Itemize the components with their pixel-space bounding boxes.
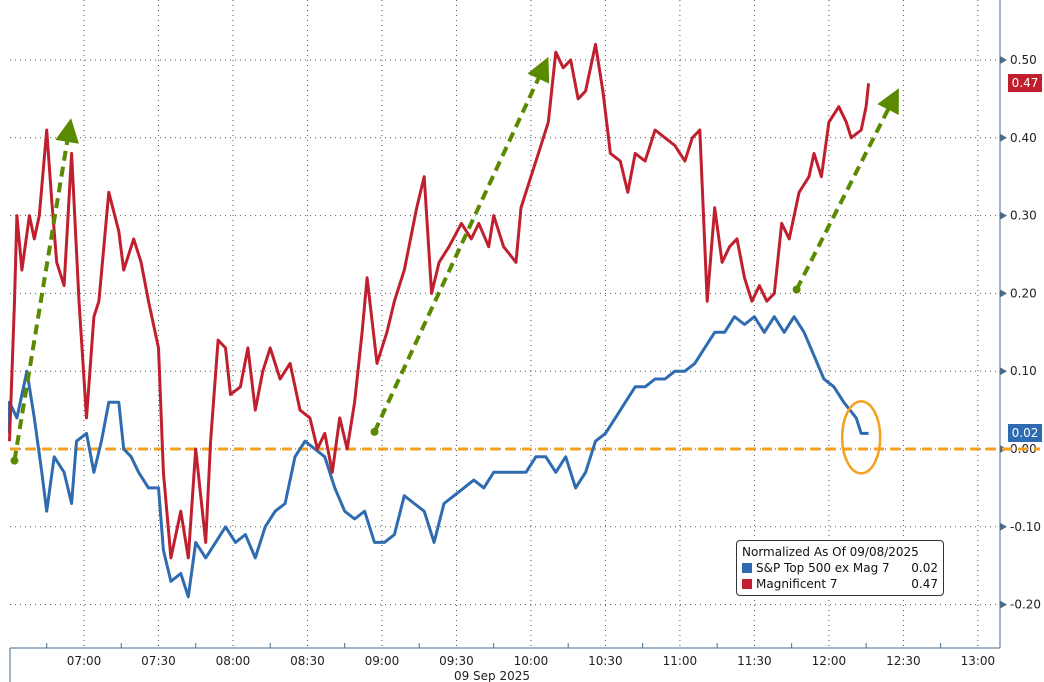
- y-tick-mark: [1000, 289, 1007, 298]
- trend-arrow-start: [792, 285, 801, 294]
- x-tick-label: 11:30: [737, 654, 772, 668]
- trend-arrow-start: [10, 456, 19, 465]
- x-tick-label: 10:00: [514, 654, 549, 668]
- trend-arrow: [372, 56, 550, 433]
- y-tick-label: 0.30: [1010, 209, 1037, 223]
- legend-value: 0.47: [911, 577, 938, 591]
- series-line-sp500: [8, 315, 869, 599]
- x-tick-label: 07:00: [67, 654, 102, 668]
- x-tick-label: 09:00: [365, 654, 400, 668]
- y-tick-label: 0.40: [1010, 131, 1037, 145]
- x-axis-label: 09 Sep 2025: [454, 669, 530, 682]
- series-line-mag7: [8, 42, 871, 560]
- legend-item-sp500: S&P Top 500 ex Mag 7 0.02: [742, 560, 938, 576]
- last-value-tag-mag7: 0.47: [1008, 74, 1042, 93]
- x-tick-label: 13:00: [961, 654, 996, 668]
- y-tick-mark: [1000, 56, 1007, 64]
- trend-arrow: [794, 88, 899, 291]
- y-tick-label: -0.10: [1010, 520, 1041, 534]
- y-tick-mark: [1000, 133, 1007, 142]
- trend-arrow: [12, 118, 79, 461]
- y-tick-mark: [1000, 600, 1007, 609]
- y-tick-label: 0.20: [1010, 286, 1037, 300]
- legend-swatch-red: [742, 579, 752, 589]
- y-tick-mark: [1000, 367, 1007, 376]
- y-tick-label: 0.50: [1010, 53, 1037, 67]
- legend: Normalized As Of 09/08/2025 S&P Top 500 …: [736, 540, 944, 596]
- legend-item-mag7: Magnificent 7 0.47: [742, 576, 938, 592]
- y-tick-label: -0.20: [1010, 598, 1041, 612]
- x-tick-label: 12:30: [886, 654, 921, 668]
- y-tick-mark: [1000, 211, 1007, 220]
- x-tick-label: 09:30: [439, 654, 474, 668]
- x-tick-label: 10:30: [588, 654, 623, 668]
- x-tick-label: 12:00: [812, 654, 847, 668]
- legend-title: Normalized As Of 09/08/2025: [742, 545, 919, 559]
- legend-value: 0.02: [911, 561, 938, 575]
- trend-arrow-start: [370, 427, 379, 436]
- highlight-ellipse: [840, 400, 882, 475]
- legend-label: Magnificent 7: [756, 577, 838, 591]
- legend-swatch-blue: [742, 563, 752, 573]
- legend-label: S&P Top 500 ex Mag 7: [756, 561, 890, 575]
- y-tick-mark: [1000, 522, 1007, 531]
- x-tick-label: 08:30: [290, 654, 325, 668]
- y-tick-label: 0.10: [1010, 364, 1037, 378]
- x-tick-label: 07:30: [141, 654, 176, 668]
- x-tick-label: 11:00: [663, 654, 698, 668]
- x-tick-label: 08:00: [216, 654, 251, 668]
- last-value-tag-sp500: 0.02: [1008, 424, 1042, 443]
